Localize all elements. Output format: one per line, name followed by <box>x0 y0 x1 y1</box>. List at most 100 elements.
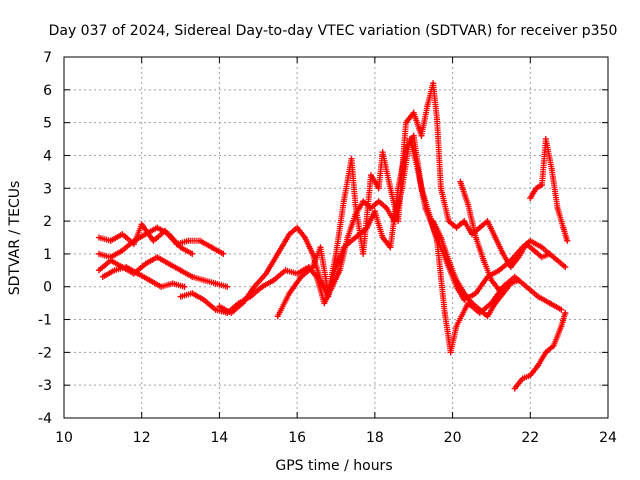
data-point-marker <box>441 309 448 316</box>
data-point-marker <box>465 201 472 208</box>
data-point-marker <box>274 250 281 257</box>
data-point-marker <box>228 309 235 316</box>
data-point-marker <box>434 116 441 123</box>
data-point-marker <box>111 267 118 274</box>
data-point-marker <box>200 296 207 303</box>
data-point-marker <box>476 224 483 231</box>
data-point-marker <box>185 237 192 244</box>
data-point-marker <box>558 323 565 330</box>
data-point-marker <box>500 283 507 290</box>
data-point-marker <box>270 277 277 284</box>
data-point-marker <box>550 342 557 349</box>
data-point-marker <box>119 247 126 254</box>
data-point-marker <box>340 244 347 251</box>
data-point-marker <box>294 224 301 231</box>
y-tick-label: 4 <box>43 148 52 164</box>
data-point-marker <box>165 260 172 267</box>
data-point-marker <box>119 231 126 238</box>
data-point-marker <box>410 132 417 139</box>
data-point-marker <box>138 221 145 228</box>
y-tick-label: 6 <box>43 83 52 99</box>
data-point-marker <box>519 375 526 382</box>
x-tick-label: 18 <box>366 430 384 446</box>
data-point-marker <box>352 201 359 208</box>
data-point-marker <box>375 198 382 205</box>
data-point-marker <box>286 290 293 297</box>
data-point-marker <box>492 234 499 241</box>
data-point-marker <box>484 218 491 225</box>
x-tick-label: 22 <box>521 430 539 446</box>
data-point-marker <box>496 287 503 294</box>
data-point-marker <box>107 257 114 264</box>
y-axis-label: SDTVAR / TECUs <box>7 181 23 296</box>
data-point-marker <box>177 293 184 300</box>
data-point-marker <box>562 309 569 316</box>
data-point-marker <box>447 349 454 356</box>
data-point-marker <box>352 234 359 241</box>
data-point-marker <box>274 313 281 320</box>
series-arc-10 <box>511 309 569 392</box>
data-point-marker <box>387 244 394 251</box>
data-point-marker <box>535 293 542 300</box>
data-point-marker <box>500 290 507 297</box>
data-point-marker <box>224 283 231 290</box>
series-arc-4 <box>99 264 188 290</box>
data-point-marker <box>515 254 522 261</box>
data-point-marker <box>535 362 542 369</box>
grid-lines <box>64 57 608 418</box>
data-point-marker <box>546 300 553 307</box>
axis-ticks <box>63 56 609 419</box>
data-point-marker <box>321 300 328 307</box>
data-point-marker <box>523 283 530 290</box>
x-tick-label: 24 <box>599 430 617 446</box>
series-arc-8 <box>430 218 522 320</box>
data-point-marker <box>469 300 475 307</box>
data-point-marker <box>538 254 545 261</box>
data-marks <box>95 80 571 392</box>
data-point-marker <box>387 185 394 192</box>
y-tick-label: -1 <box>38 313 52 329</box>
y-tick-label: -3 <box>38 378 52 394</box>
data-point-marker <box>309 264 316 271</box>
data-point-marker <box>189 290 196 297</box>
data-point-marker <box>424 103 431 110</box>
data-point-marker <box>410 109 417 116</box>
data-point-marker <box>484 313 491 320</box>
data-point-marker <box>515 277 522 284</box>
data-point-marker <box>430 218 437 225</box>
data-point-marker <box>527 372 534 379</box>
data-point-marker <box>507 280 514 287</box>
data-point-marker <box>336 267 343 274</box>
data-point-marker <box>197 237 203 244</box>
data-point-marker <box>480 257 487 264</box>
data-point-marker <box>325 290 332 297</box>
data-point-marker <box>445 257 452 264</box>
data-point-marker <box>453 224 460 231</box>
data-point-marker <box>177 244 184 251</box>
x-tick-label: 20 <box>444 430 462 446</box>
data-point-marker <box>95 250 102 257</box>
data-point-marker <box>558 306 565 313</box>
data-point-marker <box>367 172 374 179</box>
data-point-marker <box>507 264 514 271</box>
data-point-marker <box>208 244 215 251</box>
data-point-marker <box>181 283 188 290</box>
data-point-marker <box>542 136 549 143</box>
y-tick-label: 1 <box>43 247 52 263</box>
series-arc-9 <box>457 178 503 294</box>
data-point-marker <box>548 165 555 172</box>
data-point-marker <box>309 250 316 257</box>
data-point-marker <box>298 273 305 280</box>
data-point-marker <box>130 237 137 244</box>
data-point-marker <box>554 204 561 211</box>
data-point-marker <box>379 234 386 241</box>
data-point-marker <box>533 185 540 192</box>
data-point-marker <box>418 132 425 139</box>
data-point-marker <box>453 277 460 284</box>
data-point-marker <box>282 267 289 274</box>
data-point-marker <box>457 178 464 185</box>
data-point-marker <box>461 218 468 225</box>
y-tick-label: 7 <box>43 50 52 66</box>
